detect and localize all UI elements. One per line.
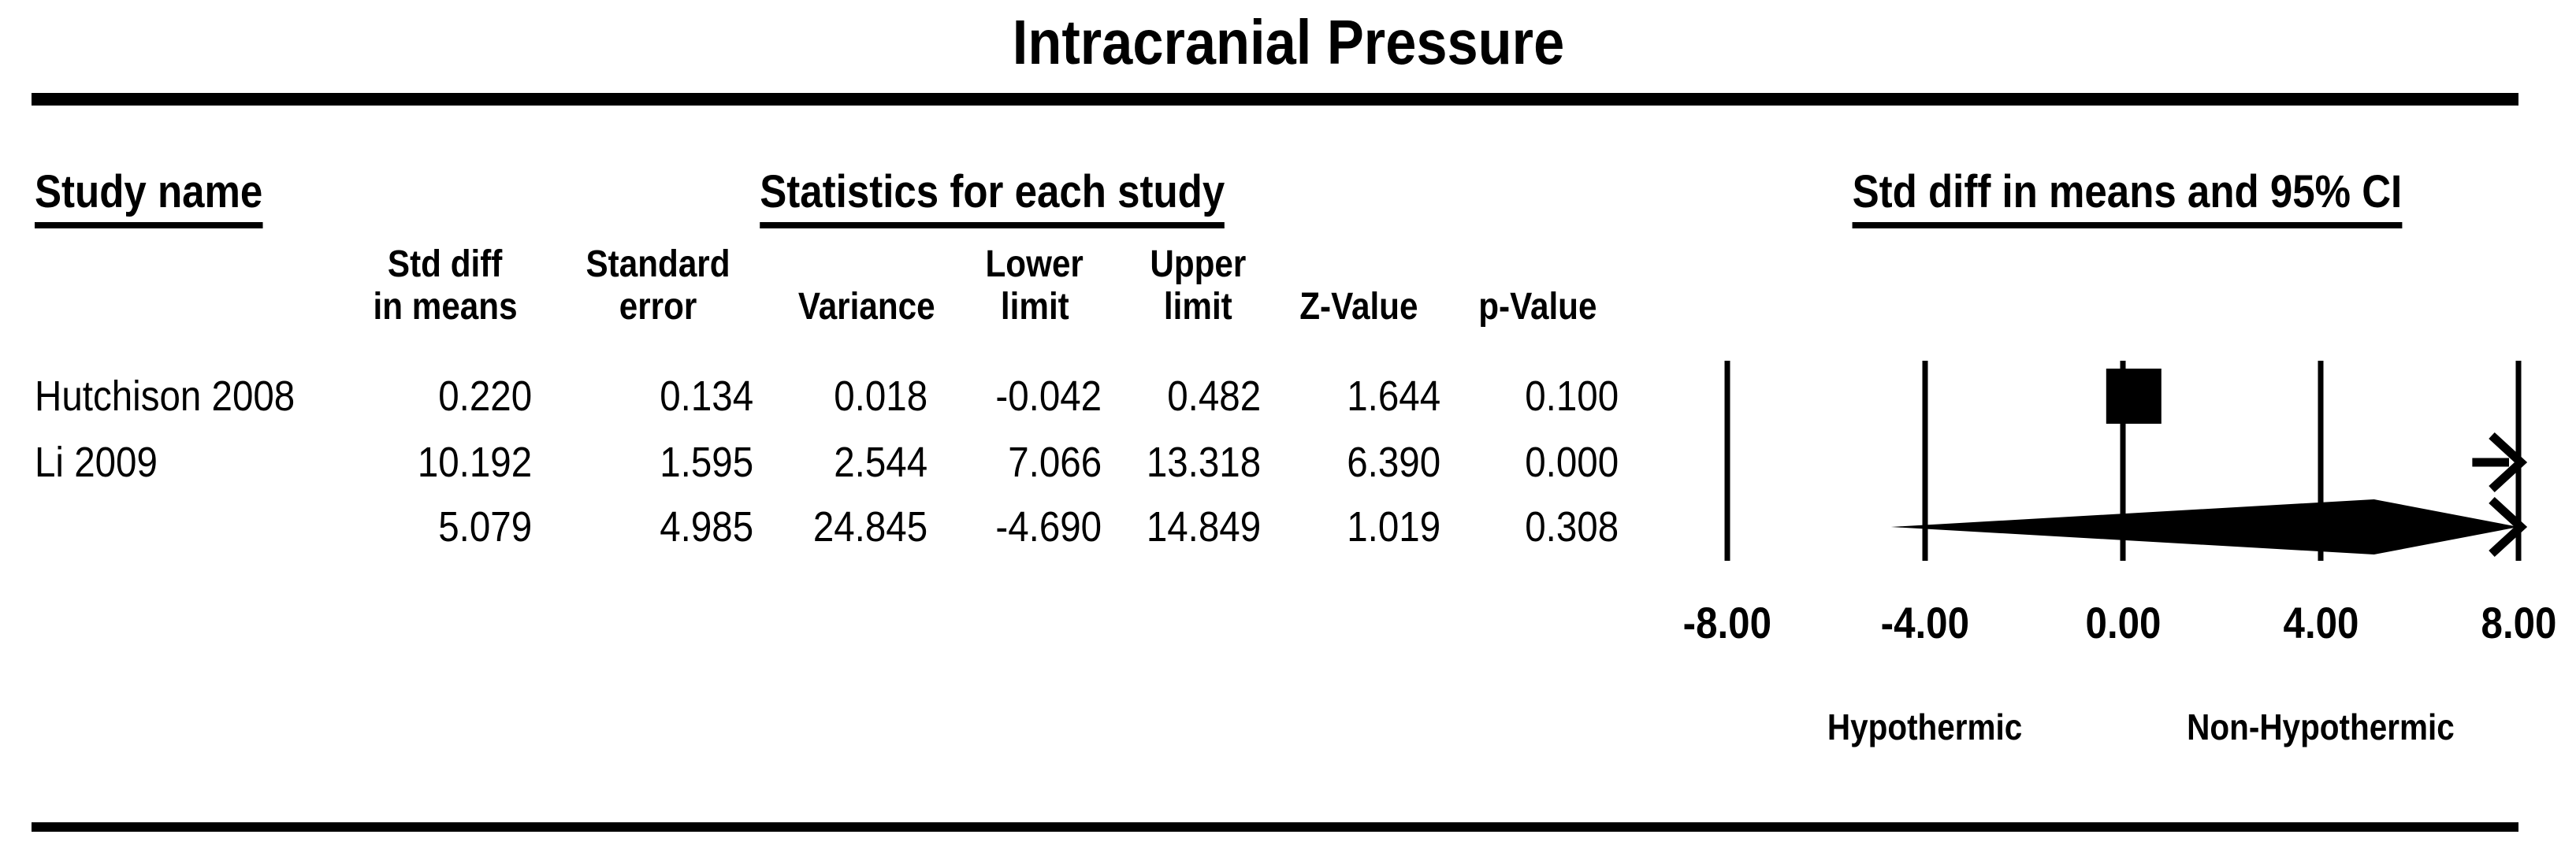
axis-tick-label: 8.00	[2481, 598, 2556, 647]
title-row: Intracranial Pressure	[0, 8, 2576, 77]
table-cell: 0.100	[1525, 373, 1619, 420]
table-cell: 0.482	[1167, 373, 1261, 420]
table-cell: 6.390	[1347, 439, 1440, 486]
summary-diamond	[1890, 499, 2518, 554]
section-header-plot: Std diff in means and 95% CI	[1733, 167, 2521, 228]
offscale-arrow-shaft	[2472, 458, 2509, 467]
bottom-rule	[32, 822, 2518, 832]
plot-markers	[1890, 369, 2528, 558]
diamond-arrow-head	[2489, 496, 2528, 558]
col-header-upper-1: Upper	[1149, 243, 1247, 285]
col-header-pvalue: p-Value	[1478, 286, 1597, 328]
statistics-header: Statistics for each study	[760, 167, 1225, 228]
table-cell: 0.308	[1525, 503, 1619, 551]
section-header-study: Study name	[35, 167, 294, 228]
table-cell: 0.220	[438, 373, 532, 420]
direction-label-right: Non-Hypothermic	[2187, 707, 2455, 747]
col-header-stddiff-1: Std diff	[388, 243, 503, 285]
axis-tick-label: -8.00	[1682, 598, 1772, 647]
col-header-lower-1: Lower	[985, 243, 1084, 285]
table-cell: 0.018	[834, 373, 927, 420]
col-header-stderr-2: error	[619, 286, 697, 328]
axis-tick-label: 4.00	[2283, 598, 2359, 647]
table-cell: -4.690	[995, 503, 1102, 551]
table-cell: 0.000	[1525, 439, 1619, 486]
table-cell: 1.644	[1347, 373, 1440, 420]
table-cell: 14.849	[1146, 503, 1261, 551]
table-cell: 0.134	[660, 373, 753, 420]
study-name: Li 2009	[35, 439, 158, 486]
table-cell: 1.595	[660, 439, 753, 486]
col-header-zvalue: Z-Value	[1299, 286, 1418, 328]
top-rule	[32, 93, 2518, 106]
plot-header: Std diff in means and 95% CI	[1852, 167, 2402, 228]
study-name-header: Study name	[35, 167, 263, 228]
offscale-arrow-head	[2489, 432, 2528, 493]
table-cell: 24.845	[812, 503, 927, 551]
table-cell: 4.985	[660, 503, 753, 551]
col-header-stderr-1: Standard	[585, 243, 730, 285]
table-cell: 5.079	[438, 503, 532, 551]
table-cell: 7.066	[1008, 439, 1102, 486]
col-header-upper-2: limit	[1163, 286, 1232, 328]
col-header-lower-2: limit	[1000, 286, 1069, 328]
table-cell: -0.042	[995, 373, 1102, 420]
table-cell: 2.544	[834, 439, 927, 486]
col-header-stddiff-2: in means	[373, 286, 518, 328]
col-header-variance: Variance	[798, 286, 935, 328]
direction-label-left: Hypothermic	[1827, 707, 2023, 747]
section-header-statistics: Statistics for each study	[598, 167, 1386, 228]
table-cell: 1.019	[1347, 503, 1440, 551]
table-cell: 13.318	[1146, 439, 1261, 486]
axis-tick-label: -4.00	[1880, 598, 1970, 647]
page-title: Intracranial Pressure	[1012, 7, 1564, 77]
axis-tick-label: 0.00	[2085, 598, 2161, 647]
table-cell: 10.192	[417, 439, 532, 486]
study-marker-square	[2106, 369, 2162, 424]
study-name: Hutchison 2008	[35, 373, 296, 420]
